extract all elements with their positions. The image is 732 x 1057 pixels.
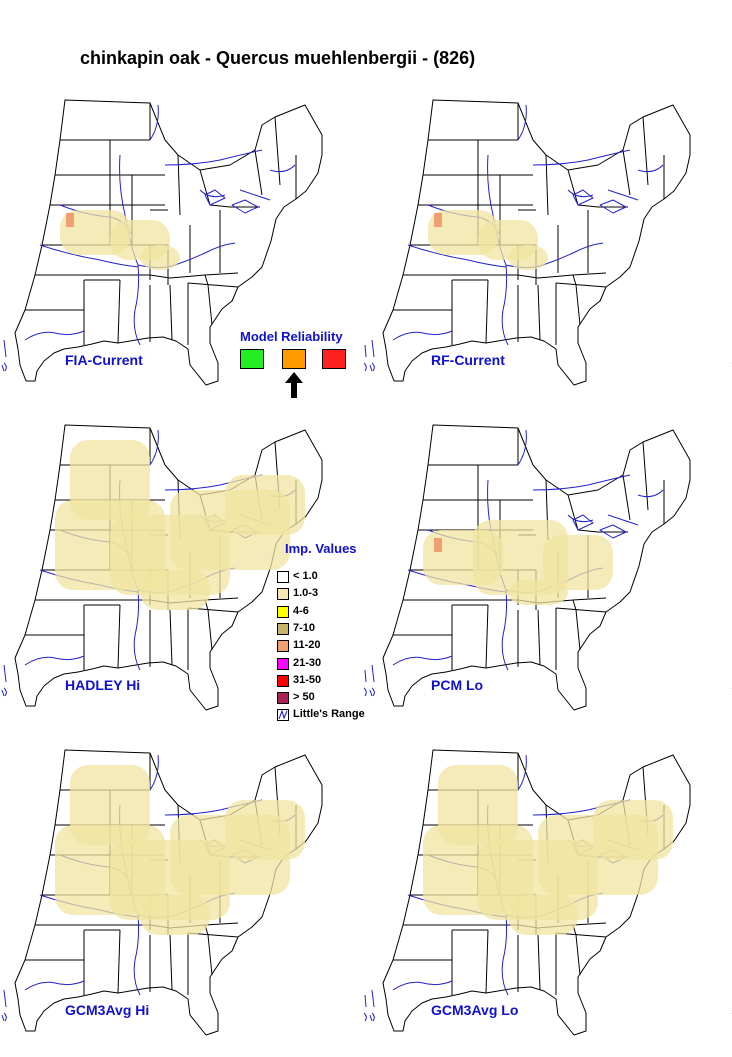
map-graphic [1, 99, 367, 386]
map-graphic [369, 749, 732, 1036]
habitat-fill [423, 520, 613, 605]
map-graphic [1, 749, 367, 1036]
map-label: GCM3Avg Lo [431, 1002, 519, 1018]
legend-label: 31-50 [293, 673, 322, 686]
map-hadley-hi: HADLEY Hi [0, 420, 367, 730]
legend-title: Imp. Values [285, 541, 357, 556]
reliability-medium-swatch [282, 349, 306, 369]
habitat-fill [55, 440, 305, 610]
legend-label: 21-30 [293, 656, 322, 669]
legend-swatch [277, 674, 289, 687]
habitat-fill [428, 210, 548, 270]
legend-swatch [277, 657, 289, 670]
map-label: FIA-Current [65, 352, 143, 368]
model-reliability-title: Model Reliability [240, 329, 343, 344]
legend-swatch [277, 588, 289, 601]
map-graphic [369, 99, 732, 386]
legend-swatch [277, 692, 289, 705]
habitat-fill [55, 765, 305, 935]
legend-swatch [277, 709, 289, 722]
habitat-fill [60, 210, 180, 270]
map-fia-current: FIA-Current [0, 95, 367, 405]
reliability-high-swatch [240, 349, 264, 369]
legend-label: 4-6 [293, 604, 309, 617]
map-gcm3avg-lo: GCM3Avg Lo [368, 745, 732, 1055]
legend-label: < 1.0 [293, 570, 318, 582]
map-rf-current: RF-Current [368, 95, 732, 405]
map-label: HADLEY Hi [65, 677, 141, 693]
page-title: chinkapin oak - Quercus muehlenbergii - … [80, 48, 476, 68]
legend-swatch [277, 622, 289, 635]
map-gcm3avg-hi: GCM3Avg Hi [0, 745, 367, 1055]
legend-swatch [277, 640, 289, 653]
map-label: GCM3Avg Hi [65, 1002, 150, 1018]
legend-label: > 50 [293, 691, 315, 704]
legend-swatch [277, 571, 289, 583]
legend-label: 7-10 [293, 621, 316, 634]
map-pcm-lo: PCM Lo [368, 420, 732, 730]
map-graphic [369, 424, 732, 711]
habitat-fill [423, 765, 673, 935]
legend-label: 11-20 [293, 639, 321, 652]
map-label: RF-Current [431, 352, 505, 368]
reliability-low-swatch [322, 349, 346, 369]
legend-swatch [277, 605, 289, 618]
legend-label: Little's Range [293, 708, 365, 721]
legend-label: 1.0-3 [293, 587, 319, 600]
arrow-up-icon [285, 372, 303, 398]
map-label: PCM Lo [431, 677, 484, 693]
map-graphic [1, 424, 367, 711]
